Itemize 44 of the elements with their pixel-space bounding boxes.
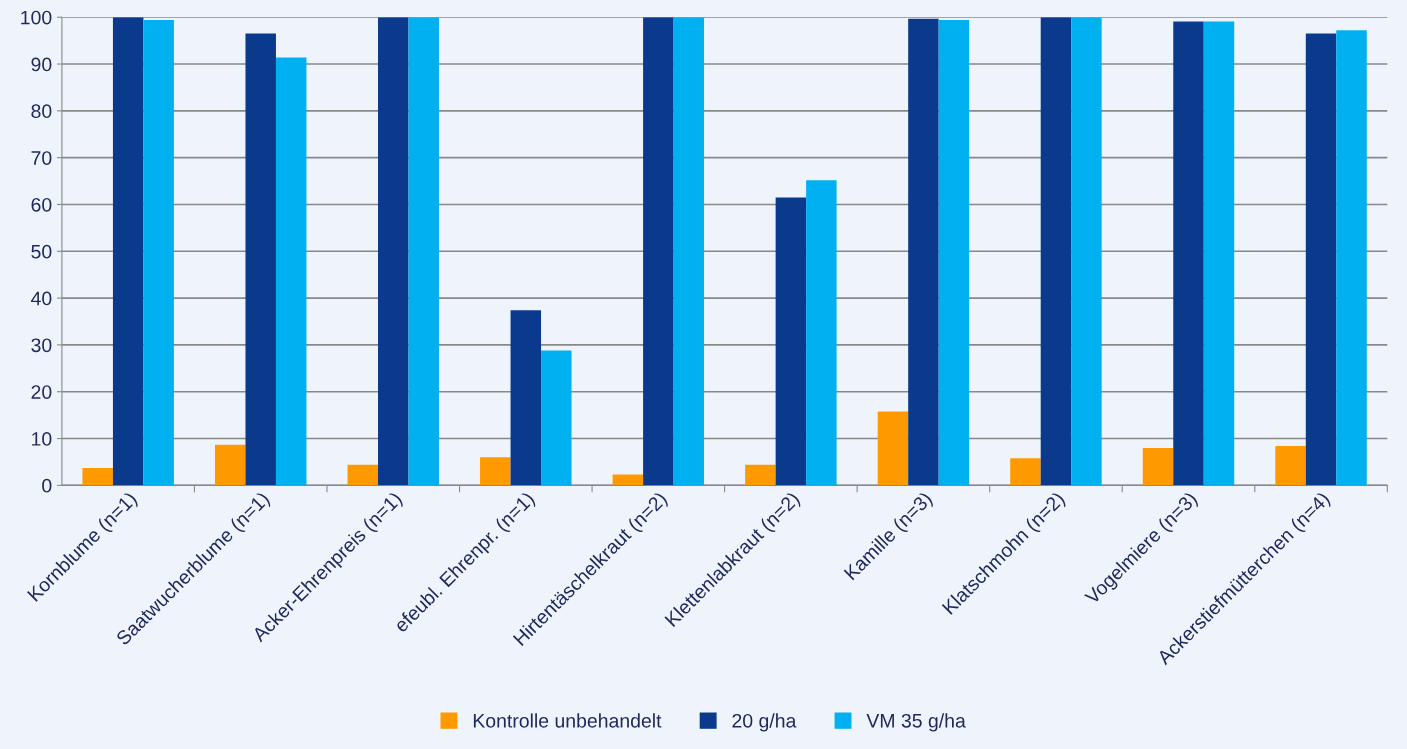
bar bbox=[347, 464, 379, 486]
bar bbox=[643, 17, 674, 486]
bar bbox=[877, 411, 909, 486]
bar bbox=[908, 18, 939, 486]
bar bbox=[1010, 458, 1041, 486]
bar bbox=[143, 20, 174, 486]
bar bbox=[245, 33, 276, 486]
legend-label: 20 g/ha bbox=[732, 713, 797, 732]
y-tick-label: 50 bbox=[31, 244, 52, 259]
bar bbox=[408, 17, 439, 486]
bar bbox=[1275, 446, 1306, 486]
bar bbox=[775, 197, 807, 486]
bar bbox=[510, 310, 542, 486]
bar bbox=[1142, 447, 1174, 486]
bar bbox=[82, 468, 113, 486]
bar bbox=[480, 457, 511, 486]
y-tick-label: 20 bbox=[31, 385, 52, 399]
bar bbox=[806, 180, 837, 486]
bar bbox=[378, 17, 409, 486]
y-tick-label: 40 bbox=[31, 291, 52, 306]
bar bbox=[1173, 21, 1204, 486]
bar bbox=[112, 17, 144, 486]
bar bbox=[745, 464, 776, 486]
y-tick-label: 10 bbox=[32, 432, 52, 446]
bar bbox=[541, 350, 572, 486]
bar bbox=[1305, 33, 1337, 486]
bar bbox=[1336, 30, 1367, 486]
bar bbox=[1203, 21, 1235, 486]
bar bbox=[612, 474, 644, 486]
y-tick-label: 0 bbox=[42, 478, 52, 493]
bar bbox=[1071, 17, 1102, 486]
y-tick-label: 90 bbox=[31, 57, 52, 72]
bar bbox=[673, 17, 705, 486]
legend-label: VM 35 g/ha bbox=[866, 713, 966, 732]
y-tick-label: 100 bbox=[21, 10, 52, 25]
legend-label: Kontrolle unbehandelt bbox=[473, 713, 662, 728]
bar bbox=[938, 20, 970, 486]
bar bbox=[214, 444, 246, 486]
bar bbox=[275, 57, 307, 486]
y-tick-label: 60 bbox=[31, 197, 52, 212]
y-tick-label: 30 bbox=[31, 338, 52, 353]
bar bbox=[1040, 17, 1072, 486]
y-tick-label: 80 bbox=[31, 104, 52, 119]
y-tick-label: 70 bbox=[31, 151, 52, 165]
